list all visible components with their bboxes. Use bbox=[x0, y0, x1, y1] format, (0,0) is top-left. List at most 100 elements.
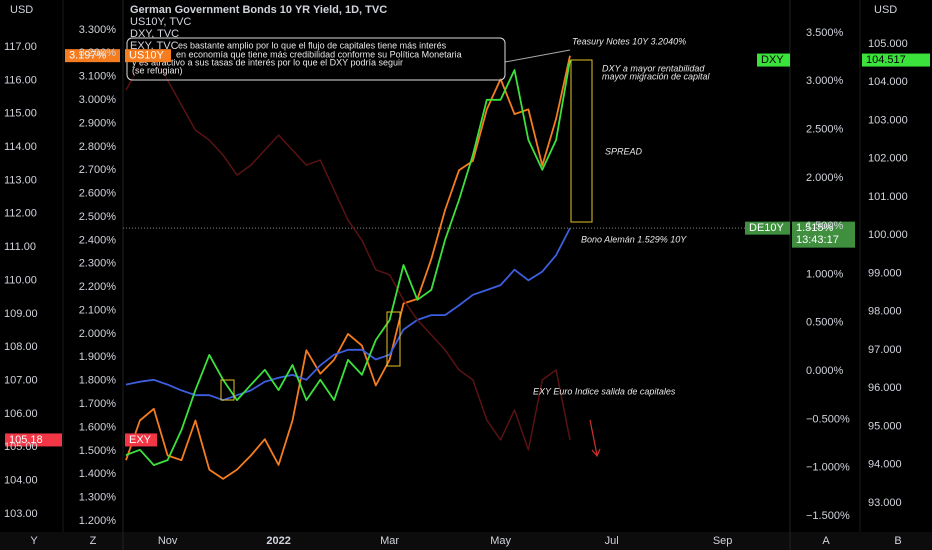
y2-tick-label: 2.500% bbox=[806, 124, 844, 136]
y2-tick-label: 0.000% bbox=[806, 365, 844, 377]
series-line bbox=[125, 59, 571, 466]
axis-button[interactable]: Z bbox=[90, 535, 97, 547]
y-tick-label: 117.00 bbox=[4, 41, 37, 53]
y2-tick-label: −0.500% bbox=[806, 413, 850, 425]
y2-tick-label: 95.000 bbox=[868, 420, 902, 432]
y2-tick-label: 2.000% bbox=[806, 172, 844, 184]
y-tick-label: 111.00 bbox=[4, 241, 36, 253]
axis-unit: USD bbox=[874, 4, 897, 16]
y-tick-label: 1.700% bbox=[79, 398, 117, 410]
series-line bbox=[125, 227, 571, 401]
x-axis-bar bbox=[0, 532, 932, 550]
y2-tick-label: 100.000 bbox=[868, 229, 908, 241]
last-value-text: 105.18 bbox=[9, 434, 43, 446]
y2-tick-label: 0.500% bbox=[806, 317, 844, 329]
series-badge-text: DXY bbox=[761, 54, 784, 66]
series-badge-text: EXY bbox=[129, 434, 152, 446]
last-value-text: 3.197% bbox=[69, 50, 107, 62]
y-tick-label: 1.300% bbox=[79, 492, 117, 504]
y-tick-label: 3.200% bbox=[79, 47, 117, 59]
series-badge-text: DE10Y bbox=[749, 222, 785, 234]
y2-tick-label: 1.500% bbox=[806, 220, 844, 232]
y-tick-label: 2.000% bbox=[79, 328, 117, 340]
y2-tick-label: 93.000 bbox=[868, 497, 902, 509]
y-tick-label: 3.000% bbox=[79, 94, 117, 106]
series-badge bbox=[757, 53, 790, 67]
y2-tick-label: 1.000% bbox=[806, 268, 844, 280]
legend-entry: US10Y, TVC bbox=[130, 16, 191, 28]
comment-text: en economía que tiene más credibilidad c… bbox=[176, 49, 462, 59]
axis-button[interactable]: B bbox=[894, 535, 901, 547]
y-tick-label: 2.800% bbox=[79, 141, 117, 153]
y-tick-label: 2.700% bbox=[79, 164, 117, 176]
y-tick-label: 104.00 bbox=[4, 475, 38, 487]
badges: US10Y 3.197% DE10Y 1.515%13:43:17 EXY 105.18 D… bbox=[5, 49, 930, 447]
axis-button[interactable]: A bbox=[822, 535, 830, 547]
x-tick-label: Mar bbox=[380, 535, 399, 547]
y2-tick-label: 101.000 bbox=[868, 191, 908, 203]
y-tick-label: 2.500% bbox=[79, 211, 117, 223]
annotation: EXY Euro Indice salida de capitales bbox=[533, 386, 676, 396]
callout-line bbox=[504, 49, 571, 63]
x-tick-label: 2022 bbox=[266, 535, 290, 547]
y-tick-label: 2.100% bbox=[79, 304, 117, 316]
series-line bbox=[125, 57, 571, 451]
y2-tick-label: 94.000 bbox=[868, 459, 902, 471]
annotation: Bono Alemán 1.529% 10Y bbox=[581, 234, 687, 244]
y-tick-label: 110.00 bbox=[4, 274, 37, 286]
x-tick-label: Jul bbox=[605, 535, 619, 547]
y2-tick-label: 96.000 bbox=[868, 382, 902, 394]
highlight-box bbox=[386, 311, 401, 367]
spread-box bbox=[570, 59, 593, 223]
comment-text: y es atractivo a sus tasas de interés po… bbox=[132, 57, 403, 67]
y2-tick-label: 97.000 bbox=[868, 344, 902, 356]
series-line bbox=[125, 55, 571, 480]
series-badge bbox=[125, 49, 171, 63]
y2-tick-label: −1.000% bbox=[806, 462, 850, 474]
y2-tick-label: 105.000 bbox=[868, 38, 908, 50]
chart-title: German Government Bonds 10 YR Yield, 1D,… bbox=[130, 4, 387, 16]
y2-tick-label: 98.000 bbox=[868, 306, 902, 318]
y-tick-label: 1.800% bbox=[79, 375, 117, 387]
y-tick-label: 1.500% bbox=[79, 445, 117, 457]
axis-button[interactable]: Y bbox=[30, 535, 38, 547]
y-tick-label: 2.200% bbox=[79, 281, 117, 293]
annotation: Teasury Notes 10Y 3.2040% bbox=[572, 36, 686, 46]
y2-tick-label: 3.000% bbox=[806, 75, 844, 87]
y2-tick-label: 102.000 bbox=[868, 153, 908, 165]
legend-entry: DXY, TVC bbox=[130, 28, 179, 40]
y-tick-label: 3.100% bbox=[79, 71, 117, 83]
annotation: mayor migración de capital bbox=[602, 71, 711, 81]
y-tick-label: 1.900% bbox=[79, 351, 117, 363]
y-tick-label: 109.00 bbox=[4, 308, 38, 320]
highlight-box bbox=[220, 379, 235, 401]
series-badge-text: US10Y bbox=[129, 50, 165, 62]
last-value-badge bbox=[792, 221, 855, 248]
axis-unit: USD bbox=[10, 4, 33, 16]
y-tick-label: 115.00 bbox=[4, 108, 37, 120]
y-tick-label: 2.300% bbox=[79, 258, 117, 270]
y-tick-label: 2.900% bbox=[79, 117, 117, 129]
last-value-text: 104.517 bbox=[866, 54, 906, 66]
annotation: DXY a mayor rentabilidad bbox=[602, 63, 705, 73]
comment-text: es bastante amplio por lo que el flujo d… bbox=[178, 40, 447, 50]
y-tick-label: 3.300% bbox=[79, 24, 117, 36]
y2-tick-label: −1.500% bbox=[806, 510, 850, 522]
y-tick-label: 108.00 bbox=[4, 341, 38, 353]
countdown-text: 13:43:17 bbox=[796, 234, 839, 246]
y2-tick-label: 103.000 bbox=[868, 114, 908, 126]
y-tick-label: 107.00 bbox=[4, 374, 38, 386]
y-tick-label: 2.600% bbox=[79, 188, 117, 200]
y2-tick-label: 3.500% bbox=[806, 27, 844, 39]
series-badge bbox=[745, 221, 790, 235]
x-tick-label: May bbox=[490, 535, 511, 547]
y-tick-label: 114.00 bbox=[4, 141, 37, 153]
y-tick-label: 103.00 bbox=[4, 508, 38, 520]
y-tick-label: 112.00 bbox=[4, 208, 37, 220]
trend-arrow bbox=[589, 419, 598, 456]
legend-entry: EXY, TVC bbox=[130, 40, 179, 52]
series-badge bbox=[125, 433, 157, 447]
last-value-badge bbox=[5, 433, 62, 447]
